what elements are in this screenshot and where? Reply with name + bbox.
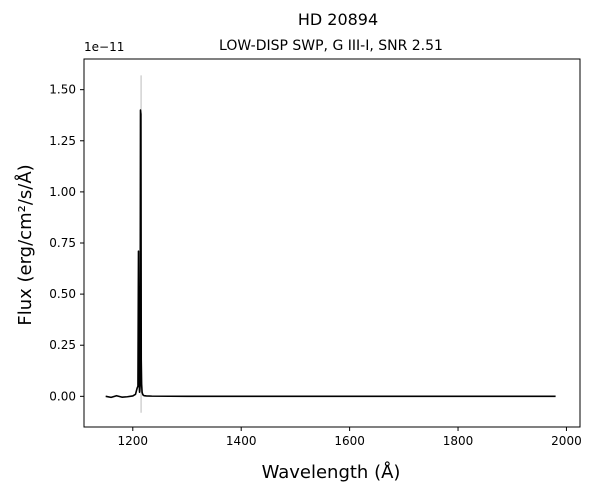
plot-frame <box>83 58 581 428</box>
y-offset-label: 1e−11 <box>84 40 124 54</box>
y-tick-label: 1.50 <box>49 83 76 97</box>
spectrum-line-layer <box>105 109 556 399</box>
y-tick-label: 0.75 <box>49 236 76 250</box>
y-axis-label: Flux (erg/cm²/s/Å) <box>14 164 36 325</box>
y-axis: 0.00 0.25 0.50 0.75 1.00 1.25 1.50 <box>49 83 84 403</box>
x-axis-label: Wavelength (Å) <box>262 461 401 483</box>
y-tick-label: 0.50 <box>49 287 76 301</box>
x-tick-label: 1600 <box>334 434 365 448</box>
x-tick-label: 1200 <box>118 434 149 448</box>
y-tick-label: 1.00 <box>49 185 76 199</box>
x-tick-label: 2000 <box>551 434 582 448</box>
x-axis: 1200 1400 1600 1800 2000 <box>118 427 582 448</box>
chart-title: HD 20894 <box>298 10 378 29</box>
x-tick-label: 1400 <box>226 434 257 448</box>
y-tick-label: 0.25 <box>49 338 76 352</box>
x-tick-label: 1800 <box>443 434 474 448</box>
y-tick-label: 1.25 <box>49 134 76 148</box>
y-tick-label: 0.00 <box>49 389 76 403</box>
chart-subtitle: LOW-DISP SWP, G III-I, SNR 2.51 <box>219 38 443 54</box>
spectrum-line <box>105 109 556 399</box>
